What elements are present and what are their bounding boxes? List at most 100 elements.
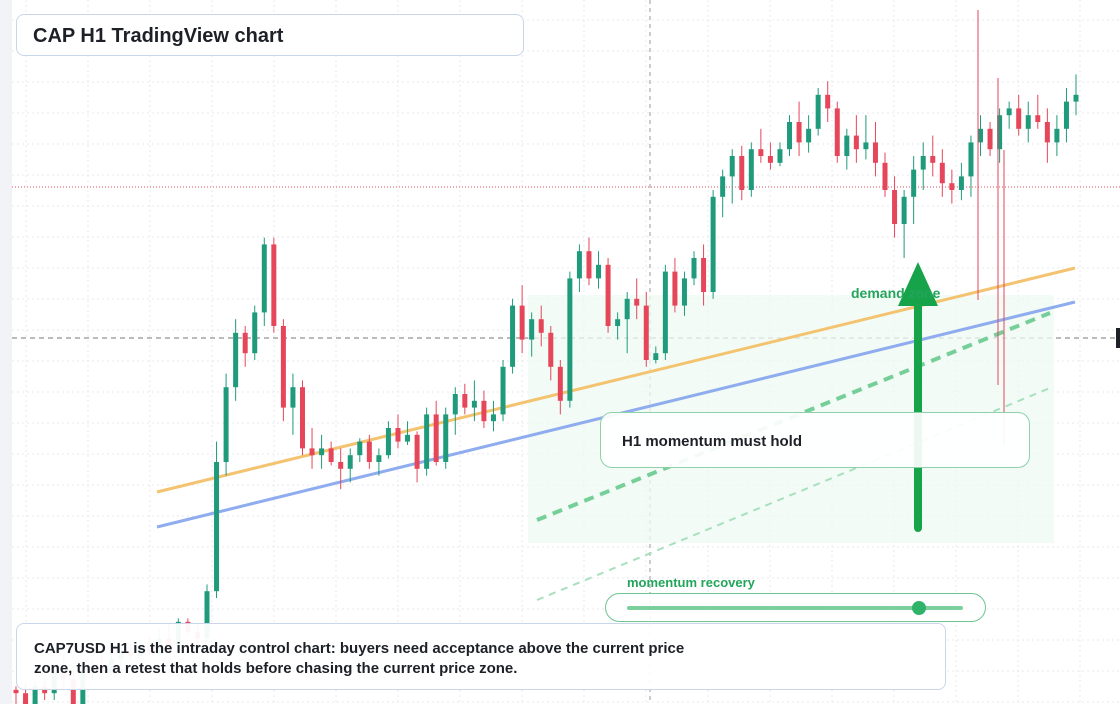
candle (557, 360, 563, 415)
candle (605, 258, 611, 333)
candle (901, 190, 907, 258)
demand-zone-label: demand zone (851, 285, 941, 301)
candle (1054, 115, 1060, 156)
description-card: CAP7USD H1 is the intraday control chart… (16, 623, 946, 690)
candle (1016, 94, 1022, 136)
candle (701, 244, 707, 306)
candle (720, 169, 726, 218)
candle-body (452, 394, 458, 415)
candle (796, 101, 802, 156)
candle (338, 448, 344, 490)
candle-body (911, 169, 917, 197)
candle-body (252, 312, 258, 354)
candle-body (978, 128, 984, 143)
candle-body (920, 156, 926, 170)
candle (510, 298, 516, 374)
candle (252, 305, 258, 360)
candle (366, 434, 372, 469)
candle (309, 428, 315, 469)
candle-body (290, 387, 296, 408)
candle (1006, 101, 1012, 129)
candle (681, 271, 687, 316)
candle-body (767, 156, 773, 163)
candle (691, 251, 697, 286)
candle (672, 258, 678, 313)
candle-body (395, 428, 401, 442)
candle-body (968, 142, 974, 177)
candle (624, 292, 630, 354)
title-card: CAP H1 TradingView chart (16, 14, 524, 56)
candle-body (739, 156, 745, 190)
candle (538, 305, 544, 347)
candle (997, 108, 1003, 163)
candle (271, 237, 277, 333)
candle (758, 128, 764, 163)
candle-body (1054, 128, 1060, 143)
candle-body (844, 135, 850, 156)
candle-body (338, 462, 344, 469)
candle (490, 400, 496, 432)
candle (872, 122, 878, 177)
momentum-recovery-label: momentum recovery (627, 575, 755, 590)
candle-body (214, 462, 220, 592)
candle-body (481, 400, 487, 422)
candle-body (997, 115, 1003, 150)
candle-body (519, 305, 525, 340)
candle-body (443, 414, 449, 462)
candle-body (796, 122, 802, 143)
candle-body (328, 448, 334, 462)
candle (748, 142, 754, 197)
description-text: CAP7USD H1 is the intraday control chart… (34, 640, 685, 677)
candle (825, 81, 831, 122)
candle-body (691, 258, 697, 279)
candle-body (949, 183, 955, 190)
candle-body (777, 149, 783, 163)
callout-text: H1 momentum must hold (622, 433, 803, 450)
candle-body (653, 353, 659, 360)
candle (739, 145, 745, 201)
candle-body (615, 319, 621, 326)
candle (214, 441, 220, 598)
momentum-knob[interactable] (912, 601, 927, 615)
candle (395, 414, 401, 449)
candle-body (433, 414, 439, 462)
candle-body (787, 122, 793, 150)
candle-body (424, 414, 430, 469)
candle (1025, 101, 1031, 143)
candle-body (882, 162, 888, 190)
up-arrow-head (898, 262, 938, 306)
candle (662, 264, 668, 360)
candle (405, 421, 411, 445)
momentum-track (627, 606, 963, 610)
candle (242, 326, 248, 367)
candle (1063, 88, 1069, 143)
candle (586, 237, 592, 286)
candle (347, 448, 353, 483)
candle (471, 380, 477, 422)
candle (643, 292, 649, 367)
candle (1073, 74, 1079, 116)
candle (882, 152, 888, 197)
candle-body (872, 142, 878, 163)
candle (1044, 108, 1050, 163)
candle-body (806, 128, 812, 143)
candle-body (1035, 115, 1041, 122)
candle (767, 142, 773, 170)
candle-body (758, 149, 764, 156)
momentum-slider[interactable] (605, 593, 986, 622)
candle (357, 438, 363, 462)
candle (930, 135, 936, 177)
candle-body (958, 176, 964, 190)
candle-body (223, 387, 229, 462)
candle-body (853, 135, 859, 150)
candle-body (596, 264, 602, 279)
candle (424, 407, 430, 476)
candle-body (825, 94, 831, 109)
candle (978, 115, 984, 156)
candle-body (605, 264, 611, 326)
candle-body (557, 366, 563, 401)
candle-body (319, 448, 325, 456)
candle-body (939, 162, 945, 184)
candle (529, 312, 535, 357)
candle-body (510, 305, 516, 367)
